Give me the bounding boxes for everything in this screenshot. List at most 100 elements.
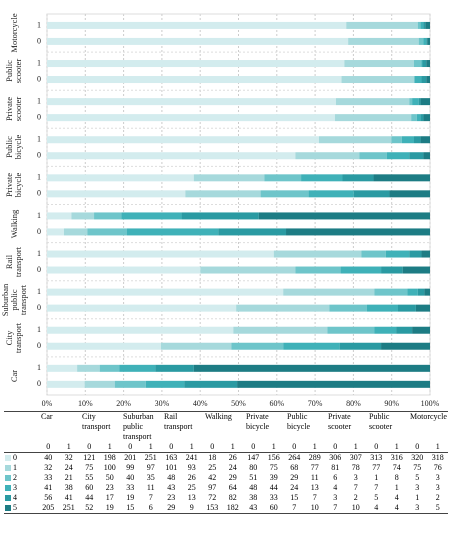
table-cell: 24 xyxy=(228,463,237,472)
bar-segment xyxy=(99,364,120,372)
table-cell: 121 xyxy=(83,453,96,462)
table-cell: 43 xyxy=(243,503,264,514)
bar-segment xyxy=(237,380,430,388)
bar-segment xyxy=(47,364,78,372)
table-cell: 2 xyxy=(353,493,358,502)
x-tick-label: 70% xyxy=(308,399,323,408)
table-cell: 5 xyxy=(374,493,379,502)
table-row: 5 205 251 52 19 15 6 29 9 153 182 43 60 7 10 7 10 4 4 3 5 xyxy=(4,503,448,514)
bar-segment xyxy=(47,266,201,274)
table-cell: 75 xyxy=(413,463,422,472)
table-cell: 201 xyxy=(124,453,137,462)
bar-segment xyxy=(421,60,423,68)
table-cell: 9 xyxy=(181,503,202,514)
table-cell: 4 xyxy=(366,503,387,514)
table-cell: 26 xyxy=(228,453,237,462)
table-row: 2 33 21 55 50 40 35 48 26 42 29 51 39 29 11 6 3 1 8 5 3 xyxy=(4,473,448,483)
y-group-label: Car xyxy=(8,369,19,383)
table-cell: 29 xyxy=(228,473,237,482)
bar-segment xyxy=(418,98,421,106)
bar-segment xyxy=(361,250,386,258)
table-cell: 19 xyxy=(99,503,120,514)
table-cell: 8 xyxy=(394,473,399,482)
bar-segment xyxy=(283,288,375,296)
bar-segment xyxy=(409,152,424,160)
table-cell: 3 xyxy=(407,503,428,514)
y-tick-label: 0 xyxy=(37,227,41,236)
table-row: 1 32 24 75 100 99 97 101 93 25 24 80 75 68 77 81 78 77 74 7… xyxy=(4,463,448,473)
bar-segment xyxy=(421,250,430,258)
table-cell: 1 xyxy=(394,483,399,492)
table-cell: 48 xyxy=(249,483,258,492)
table-cell: 44 xyxy=(269,483,278,492)
table-cell: 316 xyxy=(390,453,403,462)
table-column-header: Motorcycle xyxy=(407,411,448,442)
table-cell: 44 xyxy=(85,493,94,502)
table-cell: 101 xyxy=(165,463,178,472)
y-tick-label: 0 xyxy=(37,265,41,274)
bar-segment xyxy=(414,76,415,84)
table-cell: 82 xyxy=(228,493,237,502)
table-column-header: Suburban public transport xyxy=(120,411,161,442)
bar-segment xyxy=(342,174,374,182)
table-cell: 25 xyxy=(208,463,217,472)
table-cell: 251 xyxy=(144,453,157,462)
y-tick-label: 1 xyxy=(37,20,41,29)
table-cell: 205 xyxy=(38,503,59,514)
bar-segment xyxy=(47,190,186,198)
table-cell: 4 xyxy=(394,493,399,502)
legend-label: 0 xyxy=(13,453,17,462)
bar-segment xyxy=(425,21,430,29)
table-cell: 163 xyxy=(165,453,178,462)
table-column-header: Car xyxy=(38,411,79,442)
bar-segment xyxy=(301,174,343,182)
table-cell: 33 xyxy=(269,493,278,502)
bar-segment xyxy=(318,136,392,144)
y-tick-label: 0 xyxy=(37,112,41,121)
y-tick-label: 0 xyxy=(37,74,41,83)
table-cell: 7 xyxy=(312,493,317,502)
bar-segment xyxy=(84,380,115,388)
table-cell: 43 xyxy=(167,483,176,492)
table-row: 3 41 38 60 23 33 11 43 25 97 64 48 44 24 13 4 7 7 1 3 3 xyxy=(4,483,448,493)
table-cell: 55 xyxy=(85,473,94,482)
bar-segment xyxy=(407,288,418,296)
bar-segment xyxy=(426,60,430,68)
table-cell: 318 xyxy=(431,453,444,462)
table-cell: 7 xyxy=(374,483,379,492)
bar-segment xyxy=(231,342,284,350)
bar-segment xyxy=(418,37,424,45)
table-cell: 19 xyxy=(126,493,135,502)
legend-entry: 4 xyxy=(4,493,38,503)
bar-segment xyxy=(414,76,422,84)
bar-segment xyxy=(420,114,424,122)
y-group-label: Public scooter xyxy=(4,58,23,84)
bar-segment xyxy=(348,37,419,45)
legend-entry: 1 xyxy=(4,463,38,473)
bar-segment xyxy=(423,21,426,29)
table-subheader: 1 xyxy=(386,442,407,453)
y-tick-label: 0 xyxy=(37,151,41,160)
y-group-label: Rail transport xyxy=(4,246,23,277)
bar-segment xyxy=(47,380,85,388)
bar-segment xyxy=(420,136,430,144)
bar-segment xyxy=(218,228,287,236)
bar-segment xyxy=(341,76,415,84)
bar-segment xyxy=(412,326,430,334)
bar-segment xyxy=(119,364,156,372)
bar-segment xyxy=(389,190,430,198)
bar-segment xyxy=(422,60,427,68)
x-tick-label: 90% xyxy=(384,399,399,408)
table-cell: 7 xyxy=(148,493,153,502)
y-tick-label: 1 xyxy=(37,173,41,182)
bar-segment xyxy=(114,380,146,388)
bar-segment xyxy=(295,266,341,274)
bar-segment xyxy=(423,37,427,45)
x-tick-label: 60% xyxy=(269,399,284,408)
legend-entry: 2 xyxy=(4,473,38,483)
bar-segment xyxy=(420,98,430,106)
table-cell: 1 xyxy=(415,493,420,502)
legend-entry: 0 xyxy=(4,453,38,464)
table-cell: 17 xyxy=(105,493,114,502)
table-subheader: 1 xyxy=(427,442,448,453)
